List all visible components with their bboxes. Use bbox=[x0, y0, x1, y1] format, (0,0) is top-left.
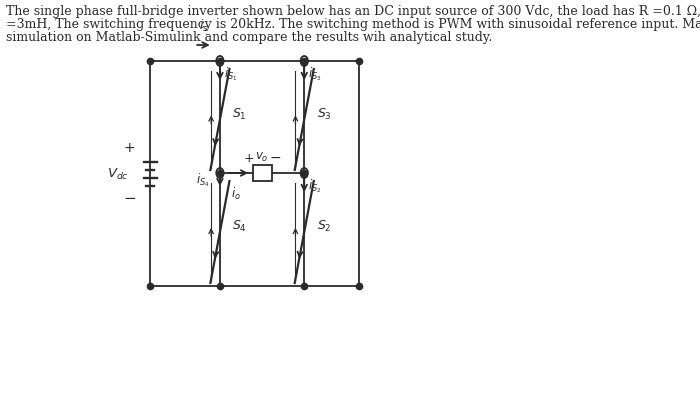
Text: $i_{S_2}$: $i_{S_2}$ bbox=[308, 177, 321, 194]
Text: $S_1$: $S_1$ bbox=[232, 106, 247, 121]
Text: $v_o$: $v_o$ bbox=[256, 150, 269, 164]
Text: $i_s$: $i_s$ bbox=[199, 18, 209, 34]
Text: $i_{S_1}$: $i_{S_1}$ bbox=[223, 65, 237, 83]
Text: $i_{S_3}$: $i_{S_3}$ bbox=[308, 65, 321, 83]
Text: +: + bbox=[244, 152, 254, 164]
Text: =3mH, The switching frequency is 20kHz. The switching method is PWM with sinusoi: =3mH, The switching frequency is 20kHz. … bbox=[6, 18, 700, 31]
Text: +: + bbox=[124, 141, 136, 155]
Text: $V_{dc}$: $V_{dc}$ bbox=[107, 166, 129, 182]
Text: $S_3$: $S_3$ bbox=[316, 106, 332, 121]
Text: −: − bbox=[123, 190, 136, 205]
Text: −: − bbox=[270, 151, 281, 164]
Text: The single phase full-bridge inverter shown below has an DC input source of 300 : The single phase full-bridge inverter sh… bbox=[6, 5, 700, 18]
Text: $i_{S_4}$: $i_{S_4}$ bbox=[197, 171, 210, 188]
Text: simulation on Matlab-Simulink and compare the results wih analytical study.: simulation on Matlab-Simulink and compar… bbox=[6, 31, 492, 44]
Text: $S_4$: $S_4$ bbox=[232, 219, 247, 233]
Bar bbox=[253, 166, 272, 182]
Text: $S_2$: $S_2$ bbox=[316, 219, 331, 233]
Text: $i_o$: $i_o$ bbox=[231, 186, 241, 202]
